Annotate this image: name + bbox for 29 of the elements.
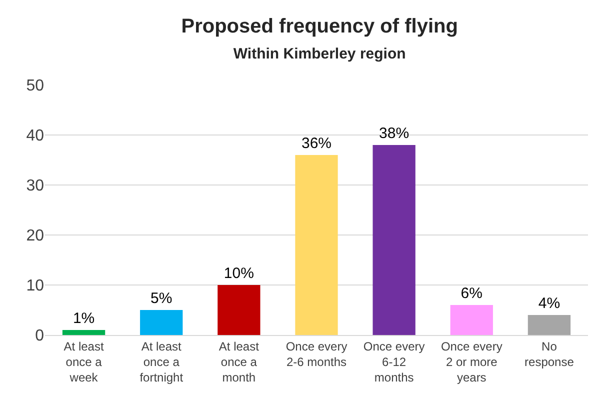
chart-title: Proposed frequency of flying [181, 16, 458, 38]
data-label: 38% [379, 125, 410, 142]
y-tick-label: 30 [26, 178, 44, 195]
y-tick-label: 40 [26, 128, 44, 145]
x-tick-label: At least once a month [218, 339, 260, 385]
data-label: 5% [150, 290, 172, 307]
y-tick-label: 20 [26, 228, 44, 245]
data-label: 36% [301, 135, 332, 152]
x-tick-label: At least once a fortnight [140, 339, 184, 385]
data-label: 10% [224, 265, 254, 282]
bar [295, 155, 338, 335]
chart-subtitle: Within Kimberley region [233, 46, 406, 63]
data-label: 4% [538, 295, 560, 312]
data-label: 1% [72, 310, 95, 327]
x-tick-label: No response [524, 339, 574, 369]
bar [140, 310, 183, 335]
x-tick-label: Once every 6-12 months [363, 339, 425, 385]
bar [450, 305, 493, 335]
x-tick-label: Once every 2 or more years [440, 339, 502, 385]
bar [62, 330, 106, 335]
y-tick-label: 0 [35, 328, 44, 345]
y-tick-label: 50 [26, 78, 44, 95]
bar [218, 285, 260, 335]
x-tick-label: Once every 2-6 months [286, 339, 348, 369]
bar [372, 145, 416, 335]
x-tick-label: At least once a week [64, 339, 104, 385]
data-label: 6% [460, 285, 482, 302]
bar [528, 315, 571, 335]
y-tick-label: 10 [26, 278, 44, 295]
